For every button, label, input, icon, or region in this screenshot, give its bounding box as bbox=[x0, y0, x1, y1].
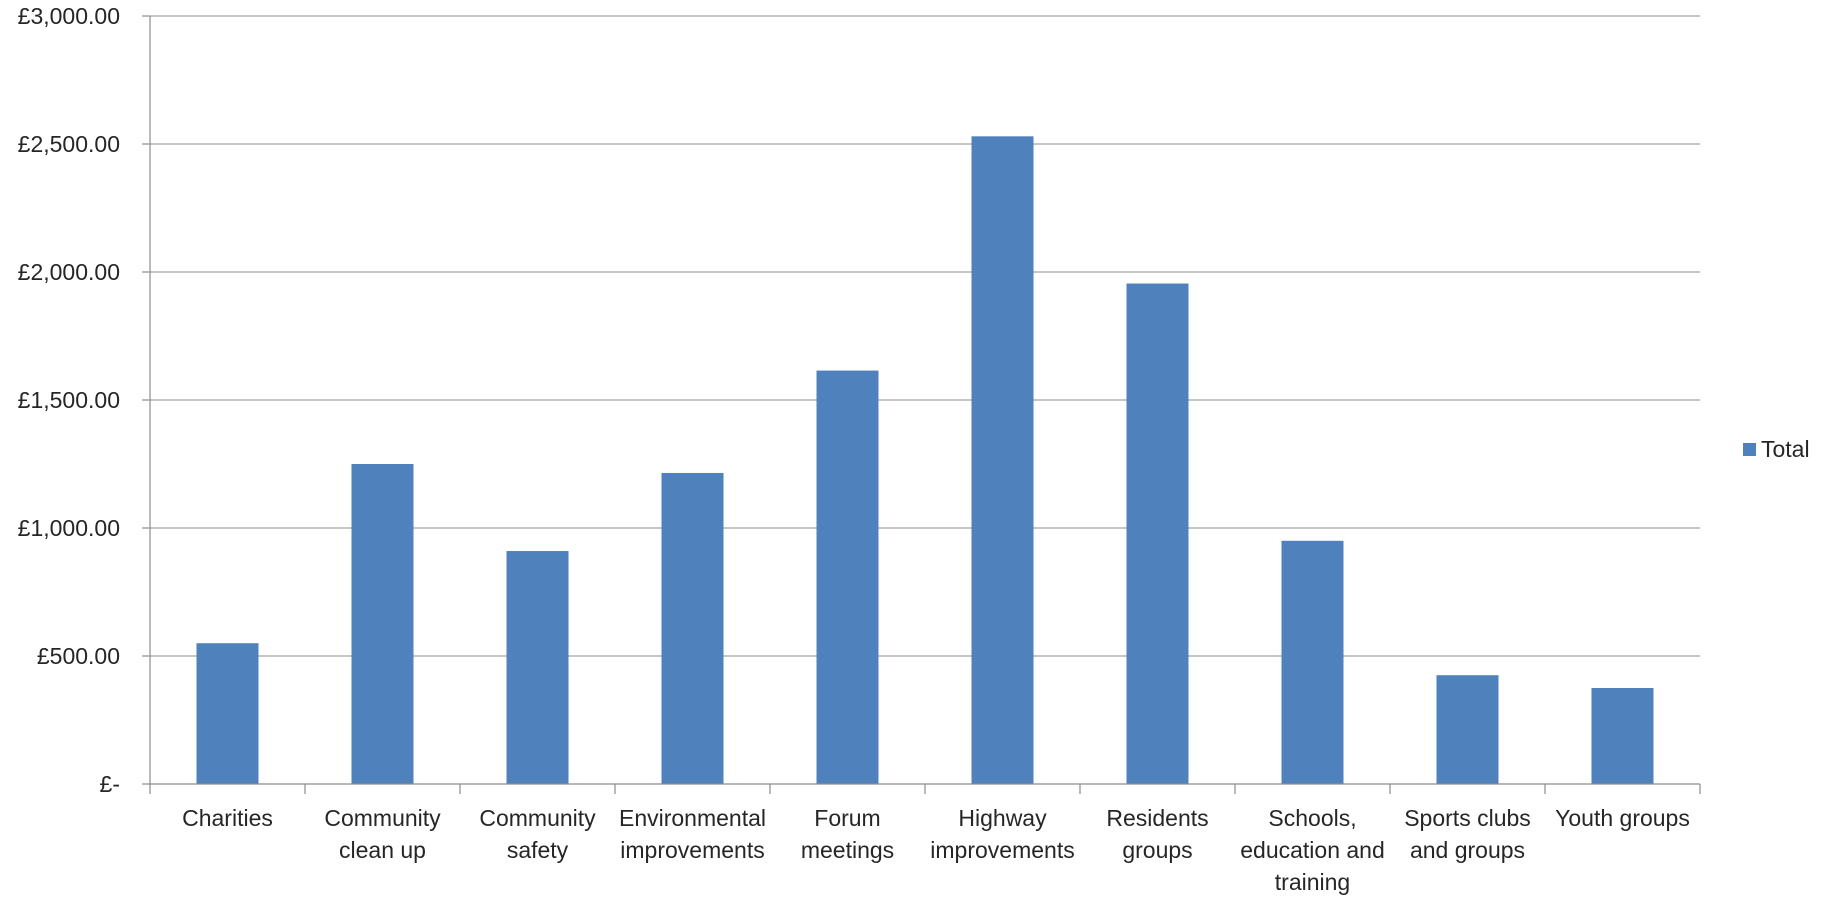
x-category-label: Highway improvements bbox=[930, 805, 1074, 863]
x-category-label: Residents groups bbox=[1106, 805, 1208, 863]
y-tick-label: £2,000.00 bbox=[18, 259, 120, 285]
x-category-label: Forum meetings bbox=[801, 805, 894, 863]
bar bbox=[351, 464, 414, 784]
bar bbox=[971, 136, 1034, 784]
x-category-label-line: training bbox=[1275, 869, 1350, 895]
y-axis-tick-labels: £- £500.00 £1,000.00 £1,500.00 £2,000.00 £2,5… bbox=[18, 3, 120, 797]
x-category-label: Schools, education and training bbox=[1240, 805, 1385, 895]
x-category-label: Environmental improvements bbox=[619, 805, 766, 863]
bar bbox=[1126, 283, 1189, 784]
x-category-label-line: meetings bbox=[801, 837, 894, 863]
x-category-label-line: safety bbox=[507, 837, 569, 863]
bar bbox=[661, 472, 724, 784]
y-tick-label: £- bbox=[100, 771, 120, 797]
x-category-label-line: Highway bbox=[958, 805, 1047, 831]
y-tick-label: £2,500.00 bbox=[18, 131, 120, 157]
y-tick-label: £500.00 bbox=[37, 643, 120, 669]
x-category-label-line: education and bbox=[1240, 837, 1385, 863]
y-tick-label: £3,000.00 bbox=[18, 3, 120, 29]
bar bbox=[506, 551, 569, 784]
bar bbox=[1281, 540, 1344, 784]
x-category-label-line: Forum bbox=[814, 805, 880, 831]
bar bbox=[196, 643, 259, 784]
axes bbox=[142, 15, 1701, 794]
bars bbox=[196, 136, 1654, 784]
x-category-label-line: clean up bbox=[339, 837, 426, 863]
x-category-label-line: Community bbox=[324, 805, 441, 831]
bar bbox=[816, 370, 879, 784]
bar bbox=[1591, 688, 1654, 784]
legend-swatch bbox=[1743, 443, 1756, 456]
legend-label: Total bbox=[1761, 436, 1810, 462]
y-tick-label: £1,500.00 bbox=[18, 387, 120, 413]
x-axis-category-labels: Charities Community clean up Community safet… bbox=[182, 805, 1690, 895]
x-category-label: Youth groups bbox=[1555, 805, 1690, 831]
x-category-label-line: Community bbox=[479, 805, 596, 831]
y-tick-label: £1,000.00 bbox=[18, 515, 120, 541]
legend: Total bbox=[1743, 436, 1810, 462]
bar bbox=[1436, 675, 1499, 784]
x-category-label: Sports clubs and groups bbox=[1404, 805, 1531, 863]
x-category-label: Community safety bbox=[479, 805, 596, 863]
x-category-label: Charities bbox=[182, 805, 273, 831]
x-category-label-line: improvements bbox=[930, 837, 1074, 863]
x-category-label-line: improvements bbox=[620, 837, 764, 863]
x-category-label-line: Schools, bbox=[1268, 805, 1356, 831]
x-category-label-line: Environmental bbox=[619, 805, 766, 831]
x-category-label: Community clean up bbox=[324, 805, 441, 863]
x-category-label-line: Youth groups bbox=[1555, 805, 1690, 831]
x-category-label-line: and groups bbox=[1410, 837, 1525, 863]
x-category-label-line: Residents bbox=[1106, 805, 1208, 831]
x-category-label-line: Sports clubs bbox=[1404, 805, 1531, 831]
x-category-label-line: groups bbox=[1122, 837, 1192, 863]
x-category-label-line: Charities bbox=[182, 805, 273, 831]
